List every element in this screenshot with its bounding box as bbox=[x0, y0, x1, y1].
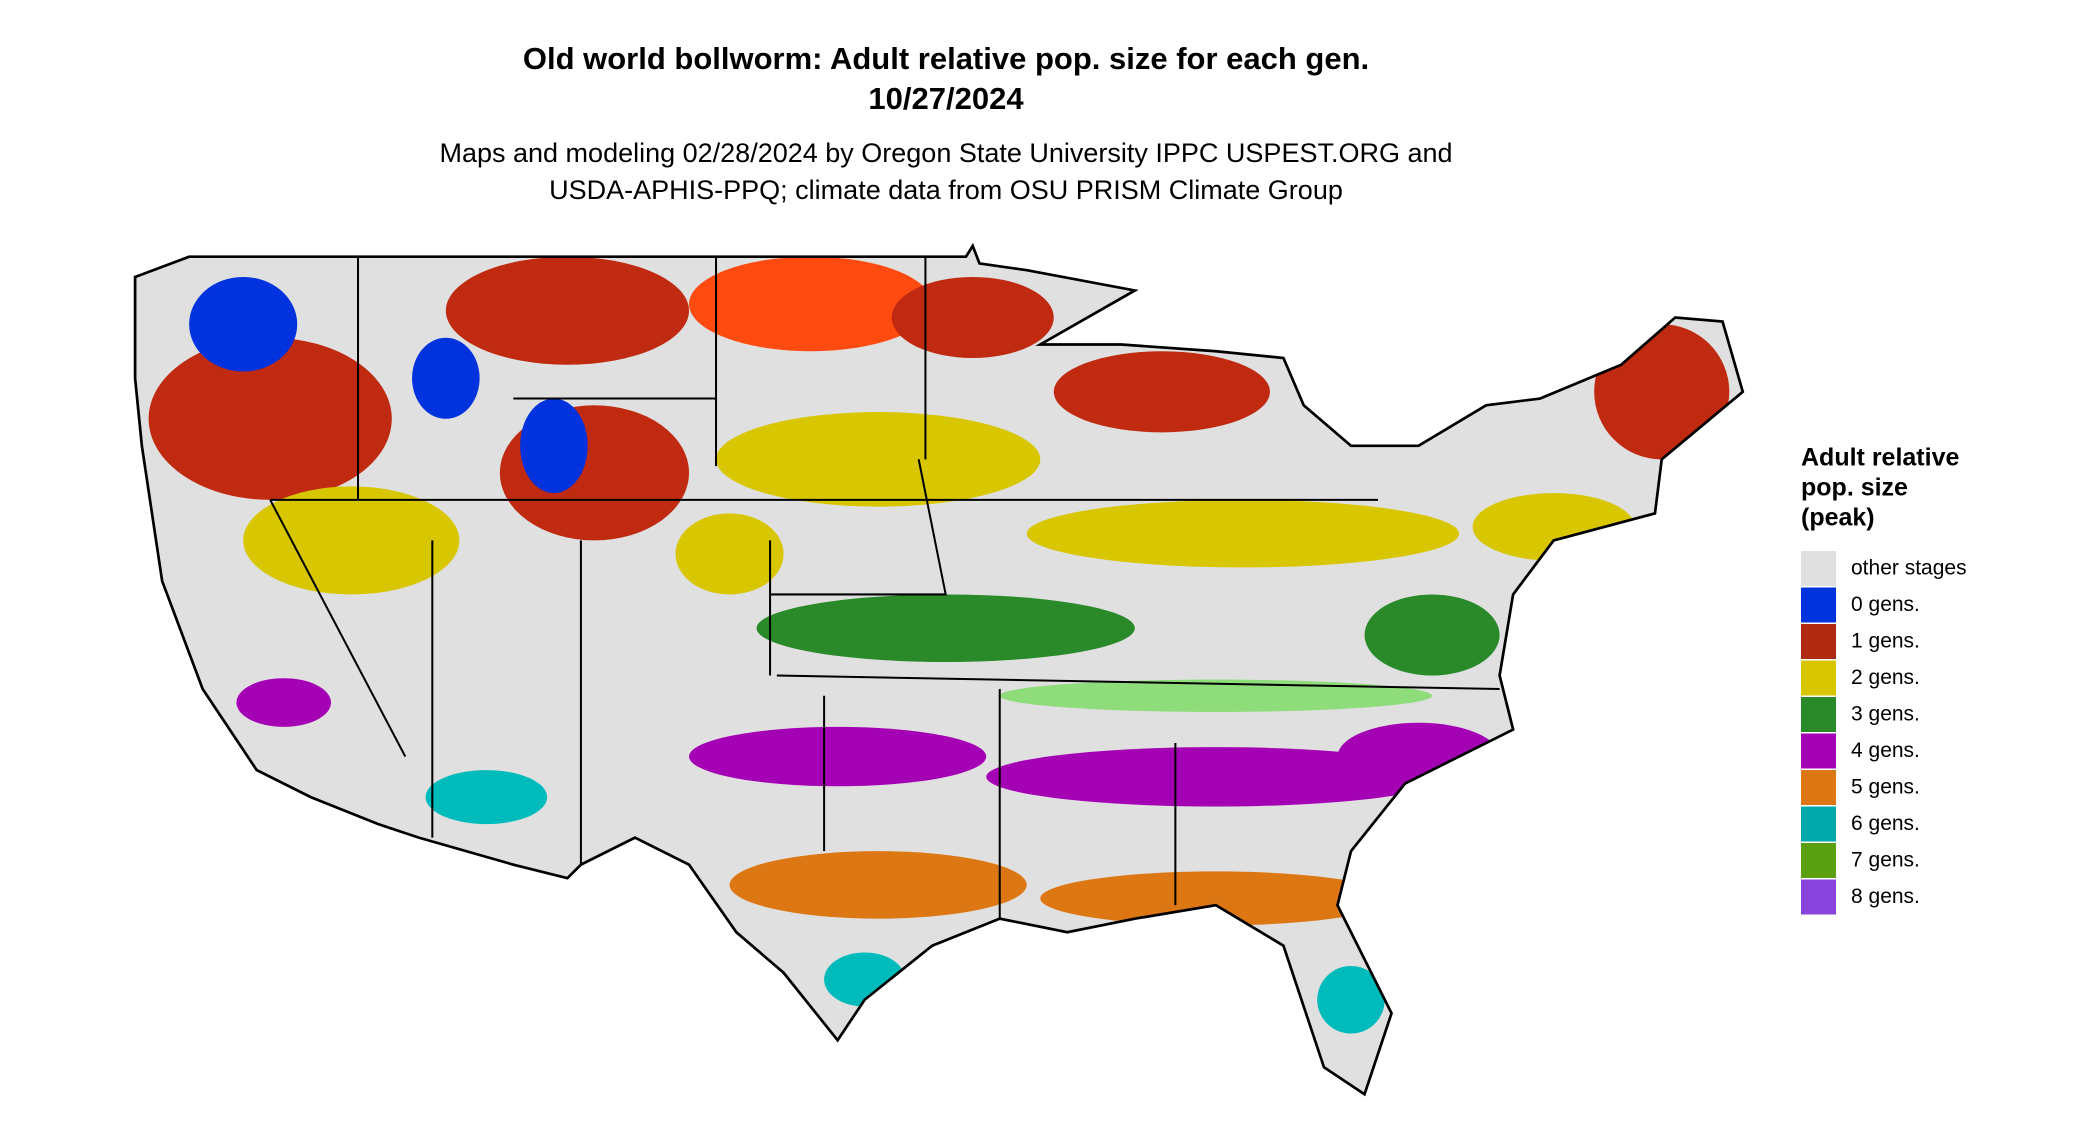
region bbox=[689, 256, 933, 352]
region bbox=[891, 276, 1054, 359]
us-border bbox=[133, 242, 1745, 1097]
legend-label: 5 gens. bbox=[1851, 776, 1920, 799]
region bbox=[412, 337, 480, 419]
region bbox=[425, 770, 548, 825]
region bbox=[1026, 499, 1460, 568]
legend-swatch bbox=[1801, 624, 1836, 659]
legend-label: 7 gens. bbox=[1851, 849, 1920, 872]
legend-label: 3 gens. bbox=[1851, 703, 1920, 726]
legend-label: 6 gens. bbox=[1851, 812, 1920, 835]
region bbox=[729, 851, 1027, 919]
region bbox=[1472, 493, 1635, 561]
map bbox=[133, 242, 1745, 1097]
region bbox=[1364, 594, 1500, 676]
region bbox=[445, 256, 690, 365]
legend-title: Adult relative bbox=[1801, 444, 1959, 472]
region bbox=[756, 594, 1135, 662]
subtitle: USDA-APHIS-PPQ; climate data from OSU PR… bbox=[549, 175, 1343, 205]
region bbox=[148, 337, 392, 500]
region bbox=[1317, 965, 1385, 1034]
legend-swatch bbox=[1801, 733, 1836, 769]
subtitle: Maps and modeling 02/28/2024 by Oregon S… bbox=[439, 138, 1452, 168]
region bbox=[243, 486, 460, 595]
legend-title: (peak) bbox=[1801, 504, 1875, 532]
legend-swatch bbox=[1801, 879, 1836, 915]
region bbox=[1337, 722, 1500, 791]
title: Old world bollworm: Adult relative pop. … bbox=[523, 41, 1369, 76]
legend-swatch bbox=[1801, 660, 1836, 696]
legend-label: 2 gens. bbox=[1851, 666, 1920, 689]
legend-label: 4 gens. bbox=[1851, 739, 1920, 762]
region bbox=[236, 678, 331, 727]
legend-swatch bbox=[1801, 551, 1836, 586]
legend-swatch bbox=[1801, 843, 1836, 878]
legend-title: pop. size bbox=[1801, 474, 1908, 502]
date: 10/27/2024 bbox=[868, 81, 1024, 116]
state-line bbox=[269, 256, 1500, 919]
legend-label: 1 gens. bbox=[1851, 630, 1920, 653]
legend-swatch bbox=[1801, 697, 1836, 732]
legend-swatch bbox=[1801, 587, 1836, 623]
region bbox=[1594, 324, 1730, 460]
state-lines bbox=[269, 256, 1500, 919]
generation-regions bbox=[148, 256, 1730, 1034]
region bbox=[1053, 351, 1270, 433]
region bbox=[189, 276, 298, 372]
region bbox=[689, 726, 987, 787]
region bbox=[675, 513, 784, 595]
legend-label: 0 gens. bbox=[1851, 593, 1920, 616]
region bbox=[716, 412, 1041, 507]
legend-swatch bbox=[1801, 770, 1836, 805]
region bbox=[1040, 871, 1392, 926]
region bbox=[999, 679, 1433, 712]
legend-label: 8 gens. bbox=[1851, 885, 1920, 908]
legend-label: other stages bbox=[1851, 557, 1967, 580]
region bbox=[986, 747, 1446, 807]
region bbox=[520, 398, 588, 494]
legend-swatch bbox=[1801, 806, 1836, 842]
